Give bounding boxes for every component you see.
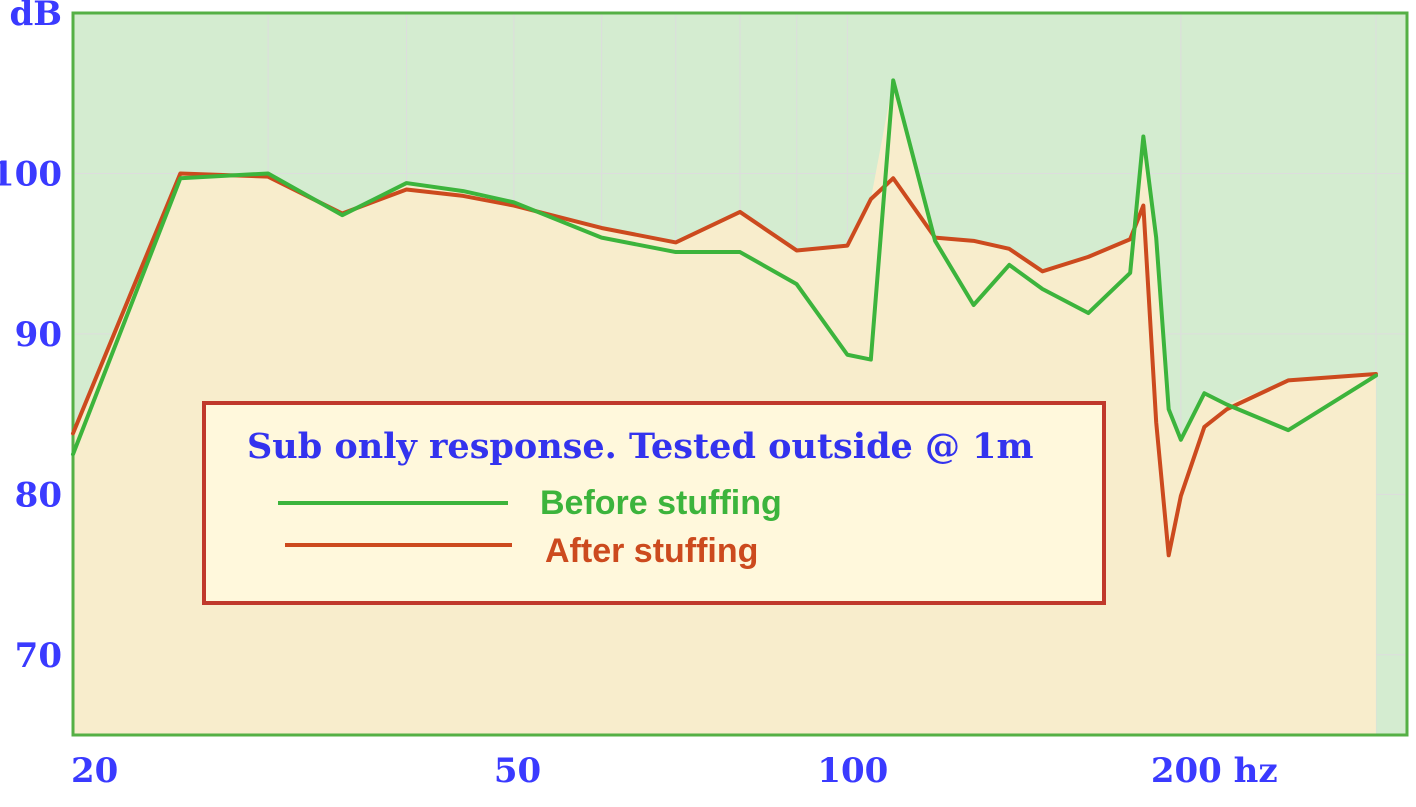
x-tick-label: 100 <box>817 751 888 791</box>
x-tick-label: 50 <box>494 751 541 791</box>
y-tick-label: 90 <box>15 315 62 355</box>
x-axis-labels: 20 50 100 200 hz <box>71 751 1278 791</box>
legend-label-before: Before stuffing <box>540 484 782 522</box>
series-line-before-stuffing <box>71 78 1378 457</box>
x-tick-label: 20 <box>71 751 118 791</box>
series-line-after-stuffing <box>71 171 1378 558</box>
legend: Sub only response. Tested outside @ 1m B… <box>202 401 1106 605</box>
y-tick-label: dB <box>9 0 62 34</box>
y-tick-label: 80 <box>15 475 62 515</box>
y-tick-label: 100 <box>0 154 62 194</box>
y-tick-label: 70 <box>15 636 62 676</box>
legend-title: Sub only response. Tested outside @ 1m <box>247 426 1034 467</box>
y-axis-labels: dB 100 90 80 70 <box>0 0 62 676</box>
legend-label-after: After stuffing <box>545 532 758 570</box>
plot-frame <box>71 11 1409 737</box>
series-lines <box>71 78 1378 558</box>
x-tick-label: 200 hz <box>1151 751 1278 791</box>
